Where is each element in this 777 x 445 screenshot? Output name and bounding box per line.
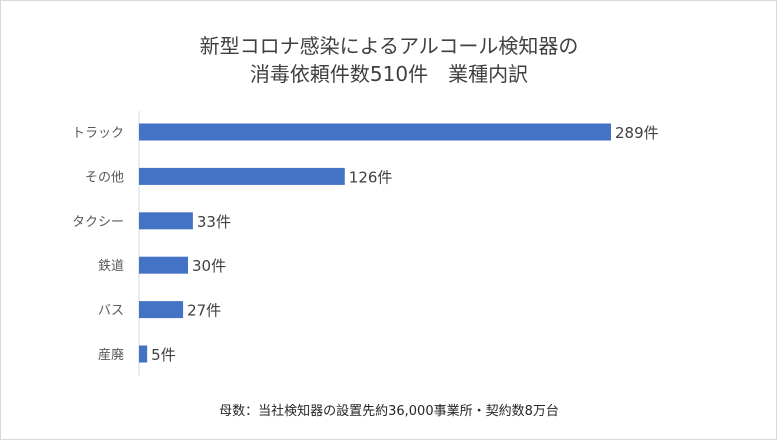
data-label: 289件 (615, 124, 659, 142)
data-label: 33件 (197, 213, 231, 231)
bar (139, 167, 345, 185)
data-label: 27件 (187, 302, 221, 320)
chart-title-line-1: 新型コロナ感染によるアルコール検知器の (200, 34, 579, 58)
bar (139, 123, 611, 141)
bar (139, 212, 193, 230)
category-label: タクシー (72, 215, 124, 230)
bar (139, 345, 148, 363)
bar (139, 256, 188, 274)
data-label: 126件 (349, 168, 393, 186)
data-label: 5件 (151, 346, 176, 364)
category-label: その他 (85, 170, 124, 185)
bar (139, 301, 184, 319)
data-label: 30件 (192, 257, 226, 275)
chart-title-line-2: 消毒依頼件数510件 業種内訳 (250, 62, 528, 86)
category-label: 鉄道 (98, 259, 124, 274)
category-label: 産廃 (98, 347, 124, 363)
category-label: トラック (72, 126, 124, 141)
category-label: バス (98, 304, 124, 319)
footnote: 母数：当社検知器の設置先約36,000事業所・契約数8万台 (219, 403, 559, 419)
